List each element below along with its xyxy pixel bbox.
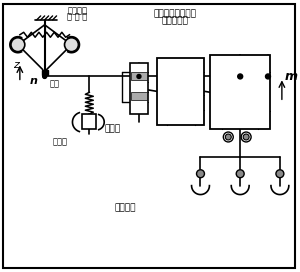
Circle shape: [225, 134, 231, 140]
Circle shape: [236, 170, 244, 178]
Text: 调 速 器: 调 速 器: [68, 12, 88, 21]
Text: 同步器: 同步器: [52, 137, 68, 146]
Bar: [82, 114, 96, 129]
Circle shape: [43, 75, 46, 78]
Text: z: z: [13, 60, 19, 70]
Circle shape: [243, 134, 249, 140]
Circle shape: [276, 170, 284, 178]
Circle shape: [11, 38, 25, 52]
Bar: [130, 63, 148, 114]
Text: 液压伺服驱动机构: 液压伺服驱动机构: [154, 9, 197, 18]
Bar: [131, 92, 147, 100]
Bar: [157, 58, 205, 125]
Circle shape: [266, 74, 271, 79]
Text: 错油门: 错油门: [104, 124, 120, 133]
Text: n: n: [30, 76, 38, 86]
Text: 配汽机构: 配汽机构: [114, 203, 136, 212]
Text: （油动机）: （油动机）: [162, 16, 189, 25]
Circle shape: [196, 170, 205, 178]
Bar: [210, 55, 270, 129]
Circle shape: [223, 132, 233, 142]
Circle shape: [137, 75, 141, 78]
Circle shape: [238, 74, 243, 79]
Text: 滑环: 滑环: [50, 79, 60, 88]
Circle shape: [241, 132, 251, 142]
Bar: [131, 72, 147, 81]
Bar: [42, 70, 48, 75]
Circle shape: [64, 38, 78, 52]
Text: m: m: [285, 70, 298, 84]
Text: 离心飞锤: 离心飞锤: [68, 6, 88, 15]
